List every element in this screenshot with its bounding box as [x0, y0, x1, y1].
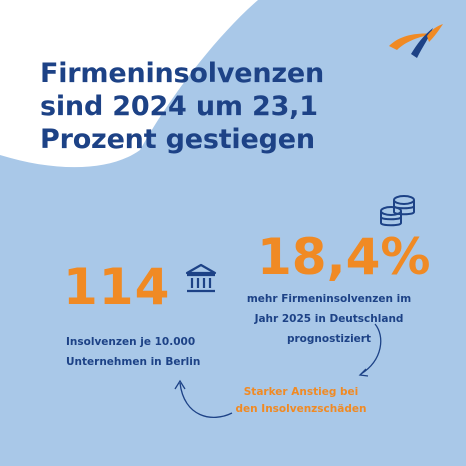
forecast-caption: mehr Firmeninsolvenzen im Jahr 2025 in D…	[239, 289, 419, 349]
headline: Firmeninsolvenzen sind 2024 um 23,1 Proz…	[40, 57, 324, 156]
forecast-caption-line-2: Jahr 2025 in Deutschland	[254, 313, 404, 325]
forecast-caption-line-1: mehr Firmeninsolvenzen im	[246, 293, 412, 305]
bank-building-icon	[185, 263, 217, 293]
headline-line-3: Prozent gestiegen	[40, 124, 315, 155]
coin-stack-icon	[380, 195, 415, 227]
headline-line-2: sind 2024 um 23,1	[40, 91, 318, 122]
damage-note-line-2: den Insolvenzschäden	[235, 403, 367, 415]
berlin-insolvency-value: 114	[63, 258, 171, 316]
forecast-percentage: 18,4%	[257, 228, 431, 286]
curved-arrow-back-icon	[174, 379, 233, 419]
headline-line-1: Firmeninsolvenzen	[40, 58, 325, 89]
damage-note-line-1: Starker Anstieg bei	[243, 386, 359, 398]
berlin-caption-line-1: Insolvenzen je 10.000	[66, 336, 196, 348]
brand-swoosh-logo	[389, 24, 443, 58]
damage-note: Starker Anstieg bei den Insolvenzschäden	[226, 384, 376, 418]
berlin-caption-line-2: Unternehmen in Berlin	[66, 356, 201, 368]
forecast-caption-line-3: prognostiziert	[286, 333, 371, 345]
berlin-caption: Insolvenzen je 10.000 Unternehmen in Ber…	[66, 332, 200, 372]
curved-arrow-icon	[358, 323, 382, 377]
